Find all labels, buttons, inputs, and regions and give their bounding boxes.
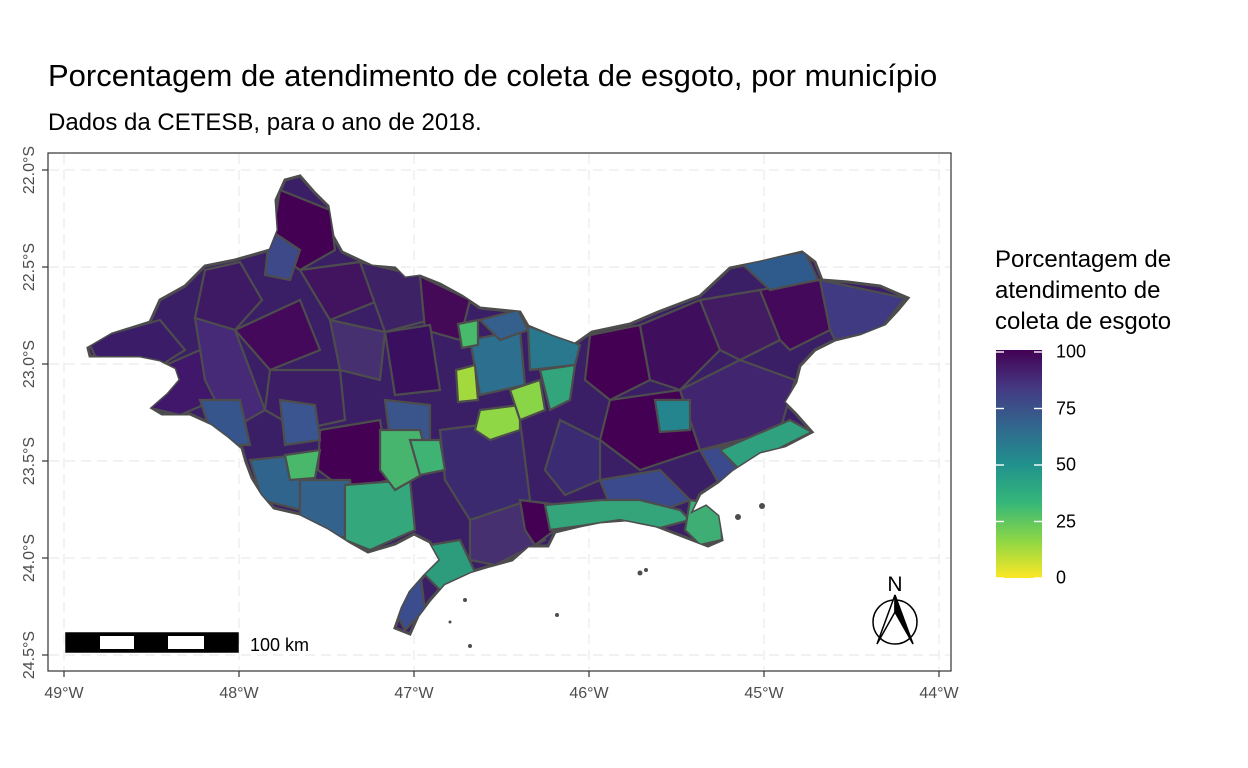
legend-label: 100 — [1056, 341, 1087, 362]
legend-colorbar — [996, 350, 1042, 579]
x-tick-label: 44°W — [919, 685, 959, 702]
municipality — [477, 308, 530, 342]
legend-label: 50 — [1056, 454, 1077, 475]
municipality — [383, 323, 442, 397]
municipality — [508, 378, 547, 422]
municipality — [263, 228, 302, 282]
legend-ticks — [996, 351, 1042, 579]
municipality — [454, 363, 480, 404]
municipality — [698, 288, 782, 362]
legend-gradient — [996, 350, 1042, 578]
x-tick-label: 45°W — [744, 685, 784, 702]
legend-label: 0 — [1056, 567, 1067, 588]
x-axis: 49°W 48°W 47°W 46°W 45°W 44°W — [44, 671, 960, 702]
y-tick-label: 23.0°S — [21, 340, 38, 388]
island — [759, 503, 765, 509]
municipality — [718, 418, 815, 472]
scale-bar-segment — [66, 633, 100, 652]
municipality — [328, 318, 387, 382]
municipality — [653, 398, 692, 434]
municipality — [193, 260, 264, 332]
scale-bar-top — [66, 633, 238, 636]
island — [463, 598, 467, 602]
municipality — [233, 298, 322, 372]
north-arrow-right — [894, 594, 914, 645]
scale-bar-label: 100 km — [250, 635, 309, 655]
municipality — [278, 398, 322, 447]
y-tick-label: 22.0°S — [21, 146, 38, 194]
islands — [448, 503, 765, 648]
x-tick-label: 47°W — [394, 685, 434, 702]
municipality — [543, 498, 693, 532]
municipality — [583, 323, 652, 402]
north-arrow: N — [872, 573, 918, 645]
y-tick-label: 24.0°S — [21, 534, 38, 582]
municipality — [538, 363, 577, 412]
municipality — [456, 318, 480, 350]
y-tick-label: 23.5°S — [21, 437, 38, 485]
y-tick-label: 22.5°S — [21, 243, 38, 291]
municipality — [408, 438, 447, 477]
municipality — [473, 403, 522, 442]
legend-title: Porcentagem de atendimento de coleta de … — [995, 246, 1172, 335]
municipality — [638, 298, 722, 392]
island — [468, 644, 472, 648]
x-tick-label: 46°W — [569, 685, 609, 702]
municipality — [543, 418, 602, 497]
scale-bar: 100 km — [65, 632, 309, 655]
island — [644, 568, 648, 572]
y-tick-label: 24.5°S — [21, 631, 38, 679]
municipality — [283, 448, 322, 482]
island — [448, 620, 452, 624]
island — [555, 613, 559, 617]
scale-bar-bottom — [66, 649, 238, 652]
scale-bar-segment — [204, 633, 238, 652]
north-arrow-label: N — [887, 573, 902, 596]
x-tick-label: 48°W — [219, 685, 259, 702]
map-title: Porcentagem de atendimento de coleta de … — [48, 58, 938, 93]
island — [735, 514, 741, 520]
municipality — [193, 316, 267, 432]
scale-bar-segment — [134, 633, 168, 652]
x-tick-label: 49°W — [44, 685, 84, 702]
legend-label: 75 — [1056, 398, 1077, 418]
y-axis: 22.0°S 22.5°S 23.0°S 23.5°S 24.0°S 24.5°S — [21, 146, 48, 679]
map-subtitle: Dados da CETESB, para o ano de 2018. — [48, 109, 482, 136]
island — [637, 570, 643, 576]
legend-label: 25 — [1056, 511, 1077, 531]
